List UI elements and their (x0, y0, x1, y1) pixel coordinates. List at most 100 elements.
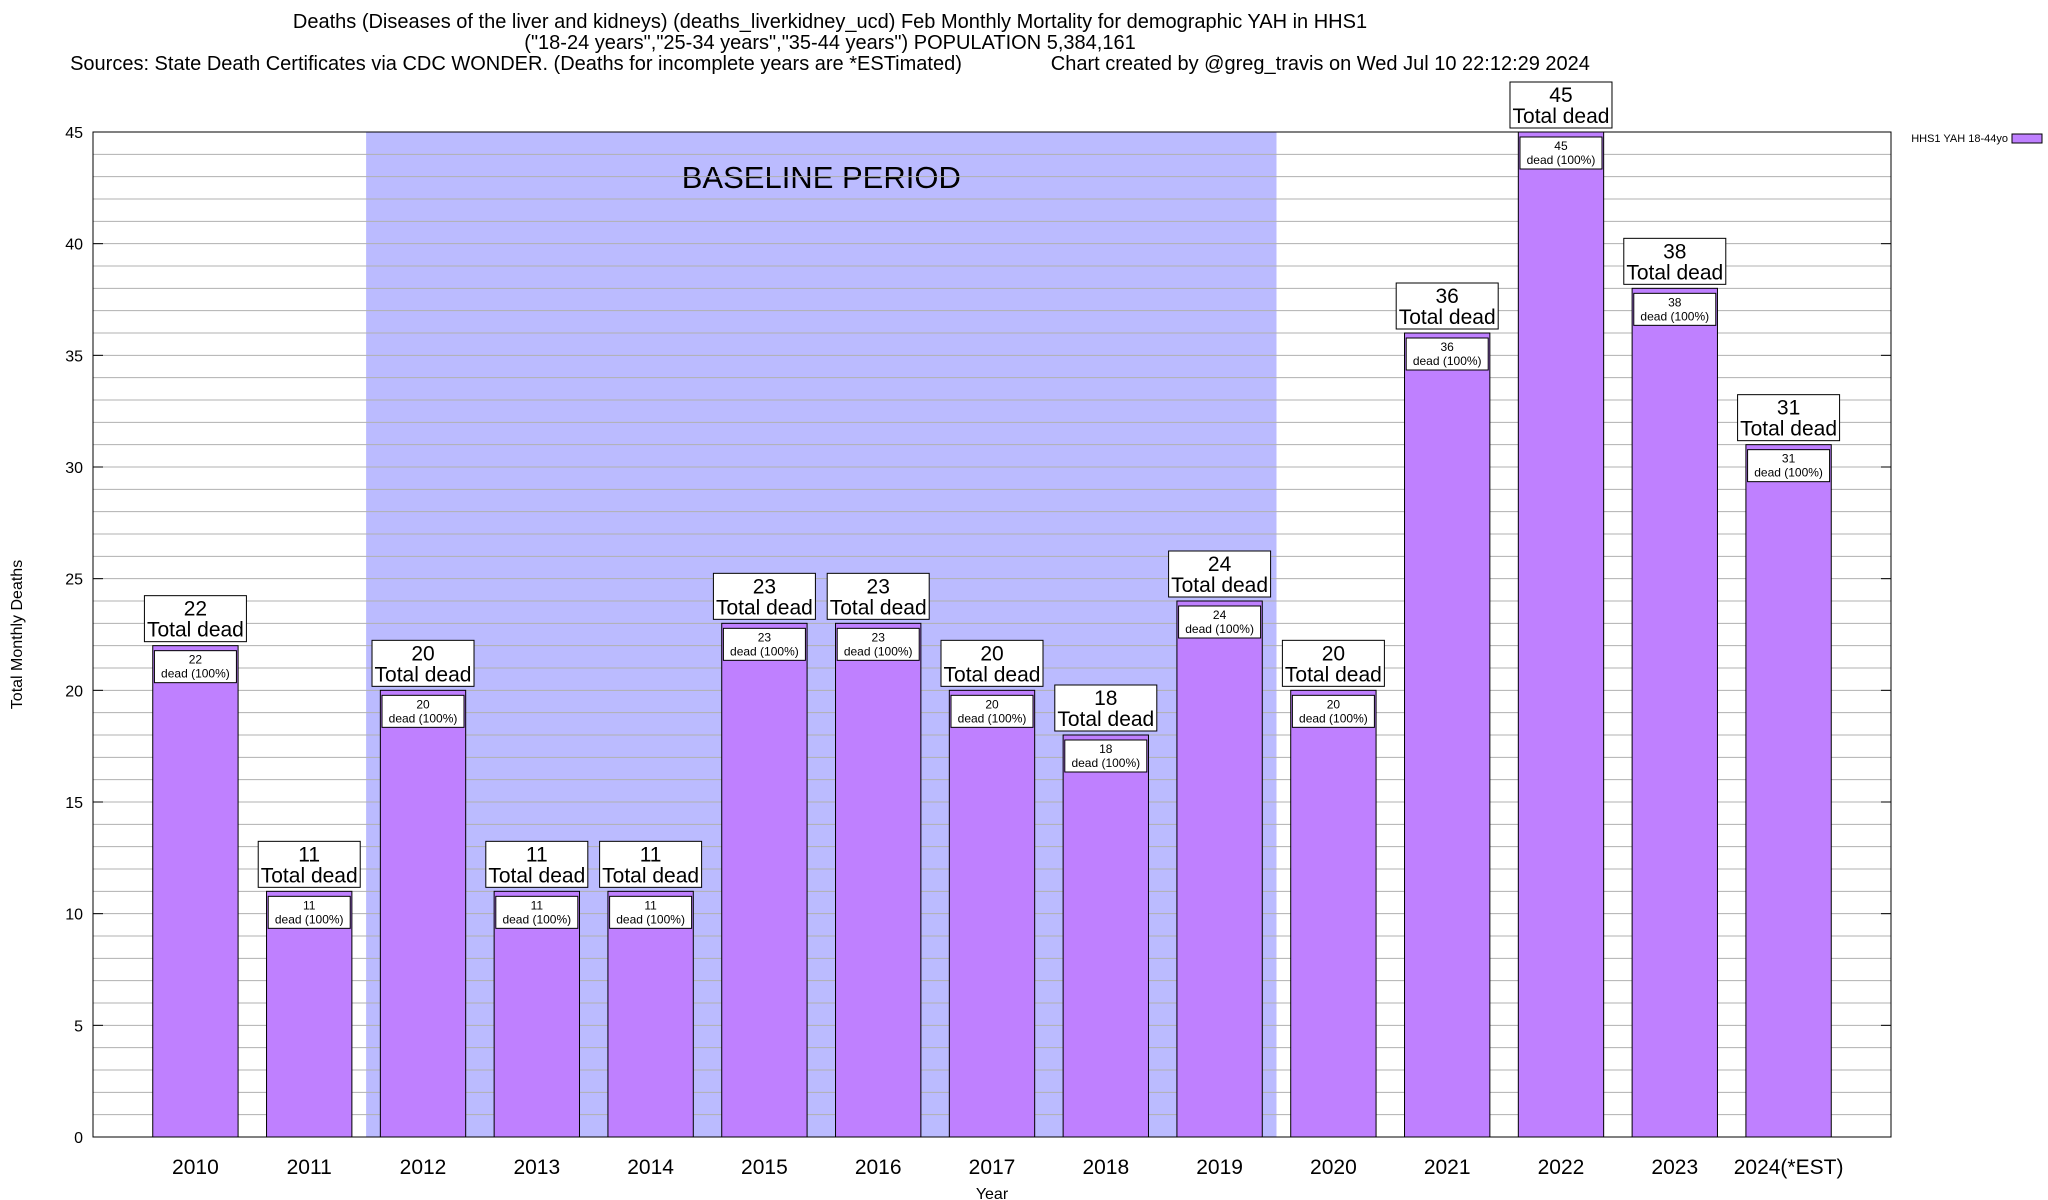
bar-2019 (1176, 600, 1263, 1138)
top-label-box (371, 639, 475, 687)
top-label-value: 38 (1663, 240, 1686, 263)
bar-2012 (379, 689, 467, 1138)
top-label-box (826, 572, 930, 620)
bar-2014 (607, 890, 694, 1138)
top-label-text: Total dead (1057, 708, 1154, 731)
top-label-box (940, 639, 1044, 687)
inner-label-box (722, 627, 806, 661)
top-label-text: Total dead (1399, 306, 1496, 329)
bar-2020 (1290, 689, 1377, 1138)
inner-label-text: dead (100%) (1754, 466, 1823, 480)
inner-label-value: 22 (189, 653, 203, 667)
x-tick-label: 2015 (741, 1156, 788, 1179)
inner-label-box (1747, 449, 1831, 483)
inner-label-value: 38 (1668, 295, 1682, 309)
legend-entry-label: HHS1 YAH 18-44yo (1911, 133, 2008, 145)
inner-label-text: dead (100%) (958, 711, 1027, 725)
inner-label-text: dead (100%) (844, 644, 913, 658)
inner-label-value: 11 (531, 898, 544, 912)
inner-label-text: dead (100%) (502, 912, 571, 926)
top-label-value: 20 (980, 642, 1003, 665)
bar-2024(*EST) (1745, 444, 1832, 1138)
inner-label-box (495, 895, 579, 929)
chart-title: Deaths (Diseases of the liver and kidney… (292, 11, 1368, 33)
bar-2018 (1062, 734, 1149, 1138)
top-label-text: Total dead (488, 864, 585, 887)
bar-2015 (721, 622, 808, 1138)
x-tick-label: 2010 (172, 1156, 219, 1179)
x-tick-label: 2014 (627, 1156, 674, 1179)
inner-label-text: dead (100%) (1071, 756, 1140, 770)
y-tick-label: 20 (65, 683, 83, 700)
top-label-value: 45 (1549, 84, 1572, 107)
chart-source-line: Sources: State Death Certificates via CD… (70, 53, 1590, 75)
top-label-box (257, 840, 361, 888)
top-label-text: Total dead (261, 864, 358, 887)
bar-2010 (152, 645, 239, 1138)
top-label-text: Total dead (944, 663, 1041, 686)
inner-label-value: 31 (1782, 452, 1796, 466)
top-label-box (485, 840, 589, 888)
inner-label-text: dead (100%) (1527, 153, 1596, 167)
bar-2011 (266, 890, 353, 1138)
top-label-value: 20 (411, 642, 434, 665)
inner-label-value: 45 (1554, 139, 1568, 153)
inner-label-value: 20 (985, 697, 999, 711)
inner-label-value: 23 (758, 630, 772, 644)
top-label-box (1737, 394, 1841, 442)
inner-label-text: dead (100%) (1185, 622, 1254, 636)
top-label-value: 22 (184, 598, 207, 621)
y-tick-label: 25 (65, 572, 83, 589)
inner-label-box (1633, 292, 1717, 326)
plot-frame (92, 131, 1892, 1138)
x-tick-label: 2011 (287, 1156, 332, 1179)
top-label-text: Total dead (1626, 261, 1723, 284)
inner-label-value: 20 (416, 697, 430, 711)
bar-2023 (1631, 287, 1718, 1138)
inner-label-text: dead (100%) (1299, 711, 1368, 725)
top-label-box (599, 840, 703, 888)
x-tick-label: 2016 (855, 1156, 902, 1179)
legend-swatch (2011, 133, 2043, 144)
inner-label-box (836, 627, 920, 661)
x-tick-label: 2017 (969, 1156, 1016, 1179)
top-label-box (1054, 684, 1158, 732)
top-label-text: Total dead (375, 663, 472, 686)
x-tick-label: 2022 (1538, 1156, 1585, 1179)
y-axis-label: Total Monthly Deaths (9, 560, 26, 709)
top-label-text: Total dead (830, 596, 927, 619)
inner-label-box (1178, 605, 1262, 639)
x-tick-label: 2024(*EST) (1734, 1156, 1844, 1179)
top-label-text: Total dead (1171, 574, 1268, 597)
top-label-box (1509, 81, 1613, 129)
bar-2017 (948, 689, 1036, 1138)
inner-label-value: 36 (1441, 340, 1455, 354)
inner-label-value: 20 (1327, 697, 1341, 711)
top-label-box (1623, 237, 1727, 285)
inner-label-text: dead (100%) (389, 711, 458, 725)
top-label-box (1281, 639, 1385, 687)
inner-label-value: 18 (1099, 742, 1113, 756)
bar-2021 (1404, 332, 1491, 1138)
inner-label-text: dead (100%) (616, 912, 685, 926)
inner-label-text: dead (100%) (275, 912, 344, 926)
inner-label-value: 11 (644, 898, 657, 912)
top-label-text: Total dead (1740, 418, 1837, 441)
inner-label-text: dead (100%) (1640, 309, 1709, 323)
top-label-box (1395, 282, 1499, 330)
top-label-value: 23 (867, 575, 890, 598)
inner-label-value: 23 (872, 630, 886, 644)
inner-label-box (153, 650, 237, 684)
x-tick-label: 2020 (1310, 1156, 1357, 1179)
chart-subtitle: ("18-24 years","25-34 years","35-44 year… (524, 32, 1136, 54)
top-label-box (143, 595, 247, 643)
inner-label-box (267, 895, 351, 929)
top-label-value: 18 (1094, 687, 1117, 710)
legend-layer: HHS1 YAH 18-44yo (1911, 133, 2043, 145)
y-tick-label: 5 (74, 1018, 83, 1035)
y-tick-label: 45 (65, 125, 83, 142)
y-tick-label: 15 (65, 795, 83, 812)
inner-label-box (950, 694, 1034, 728)
